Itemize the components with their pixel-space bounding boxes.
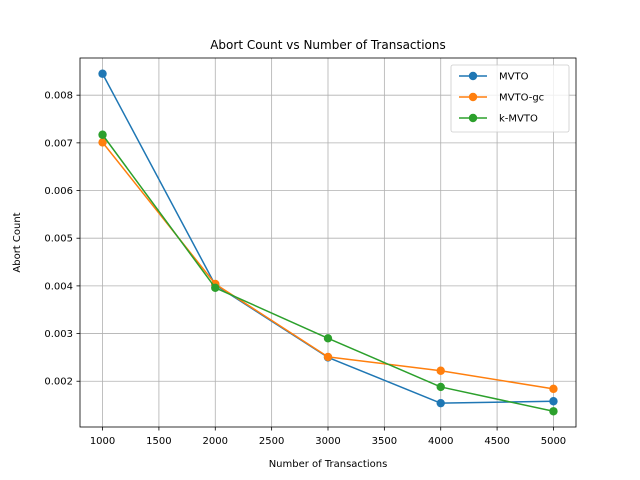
legend-marker	[468, 92, 478, 102]
legend-frame	[450, 64, 570, 133]
y-tick-label: 0.003	[44, 329, 73, 340]
y-tick-label: 0.002	[44, 377, 73, 388]
x-tick-label: 1000	[90, 436, 115, 447]
data-point	[323, 334, 333, 343]
y-tick-label: 0.007	[44, 138, 73, 149]
y-tick-label: 0.004	[44, 281, 73, 292]
y-tick-label: 0.005	[44, 234, 73, 245]
y-axis-label: Abort Count	[12, 212, 23, 272]
data-point	[323, 352, 333, 362]
data-point	[98, 130, 107, 139]
legend-label: MVTO-gc	[499, 93, 544, 104]
x-tick-label: 1500	[146, 436, 171, 447]
x-tick-label: 5000	[541, 436, 566, 447]
data-point	[436, 366, 445, 375]
data-point	[211, 283, 220, 292]
x-tick-label: 3500	[372, 436, 397, 447]
series-k-mvto	[98, 130, 558, 416]
x-axis-label: Number of Transactions	[269, 459, 388, 470]
x-tick-label: 2000	[203, 436, 228, 447]
x-tick-label: 2500	[259, 436, 284, 447]
data-point	[549, 407, 558, 416]
axis-ticks: 1000 1500 2000 2500 3000 3500 4000 4500 5000 0.00…	[44, 91, 566, 447]
legend-marker	[468, 71, 478, 81]
data-point	[549, 384, 558, 394]
legend-label: MVTO	[499, 72, 529, 83]
y-tick-label: 0.006	[44, 186, 73, 197]
data-point	[98, 138, 107, 147]
data-point	[98, 69, 107, 78]
x-tick-label: 3000	[315, 436, 340, 447]
x-tick-label: 4000	[428, 436, 453, 447]
legend-marker	[468, 113, 478, 123]
legend: MVTO MVTO-gc k-MVTO	[450, 64, 570, 133]
series-group	[98, 69, 558, 416]
y-tick-label: 0.008	[44, 91, 73, 102]
data-point	[549, 397, 558, 406]
chart-title: Abort Count vs Number of Transactions	[210, 38, 446, 52]
data-point	[436, 398, 445, 408]
x-tick-label: 4500	[484, 436, 509, 447]
data-point	[436, 382, 445, 392]
legend-label: k-MVTO	[499, 114, 538, 125]
